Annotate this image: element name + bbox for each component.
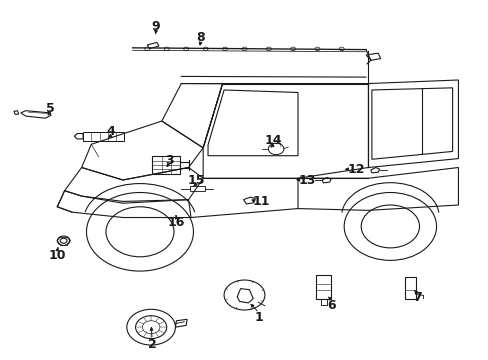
Text: 8: 8 xyxy=(196,31,204,44)
Text: 2: 2 xyxy=(147,338,156,351)
Text: 4: 4 xyxy=(106,125,115,138)
Text: 10: 10 xyxy=(48,248,66,261)
Text: 16: 16 xyxy=(167,216,185,229)
Text: 11: 11 xyxy=(252,195,270,208)
Text: 14: 14 xyxy=(264,134,282,147)
Text: 12: 12 xyxy=(347,163,365,176)
Text: 15: 15 xyxy=(187,174,204,186)
Text: 3: 3 xyxy=(164,154,173,167)
Text: 1: 1 xyxy=(254,311,263,324)
Text: 5: 5 xyxy=(45,102,54,115)
Text: 6: 6 xyxy=(327,298,336,311)
Text: 13: 13 xyxy=(298,174,316,186)
Text: 7: 7 xyxy=(412,291,421,305)
Text: 9: 9 xyxy=(151,20,160,33)
